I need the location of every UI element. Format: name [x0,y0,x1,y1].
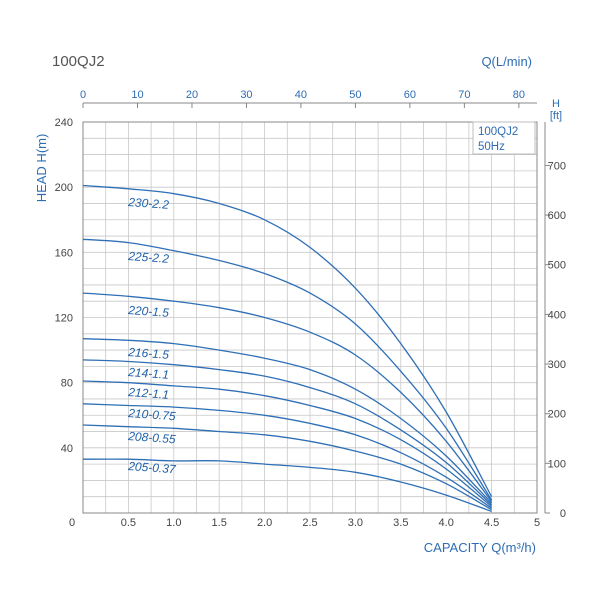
x-tick-label: 0.5 [121,517,136,529]
x2-tick-label: 60 [404,89,416,101]
x2-tick-label: 20 [186,89,198,101]
x-tick-label: 2.0 [257,517,272,529]
series-label: 212-1.1 [127,385,170,402]
y2-tick-label: 0 [560,508,566,520]
series-label: 216-1.5 [127,345,170,362]
left-axis-label: HEAD H(m) [34,134,49,203]
y-tick-label: 120 [55,313,73,325]
series-line-220-1.5 [82,292,493,502]
series-line-210-0.75 [82,403,492,509]
x2-tick-label: 80 [513,89,525,101]
series-line-216-1.5 [82,338,493,504]
x2-tick-label: 50 [349,89,361,101]
y2-tick-label: 700 [548,160,566,172]
series-label: 220-1.5 [127,303,170,320]
right-axis-label-unit: [ft] [550,110,562,122]
y-tick-label: 200 [55,182,73,194]
series-line-208-0.55 [82,424,492,511]
legend-frame [472,121,536,155]
series-line-230-2.2 [82,184,493,498]
y-tick-label: 240 [55,117,73,129]
y-tick-label: 160 [55,247,73,259]
y-tick-label: 80 [61,378,73,390]
y2-tick-label: 300 [548,359,566,371]
series-line-225-2.2 [82,238,493,501]
x2-tick-label: 10 [131,89,143,101]
y2-tick-label: 500 [548,260,566,272]
model-title: 100QJ2 [52,53,105,70]
x-tick-label: 4.5 [484,517,499,529]
series-label: 205-0.37 [127,459,178,476]
x-tick-label: 1.5 [212,517,227,529]
x-tick-label: 3.0 [348,517,363,529]
tick-labels: 0.5 1.0 1.5 2.0 2.5 3.0 3.5 4.0 4.5 5 40 80 120 160 20… [55,89,566,529]
series-label: 210-0.75 [127,406,177,423]
curve-labels: 230-2.2 225-2.2 220-1.5 216-1.5 214-1.1 212-1… [127,195,178,476]
x-tick-label: 2.5 [302,517,317,529]
series-line-212-1.1 [82,380,493,508]
legend-model: 100QJ2 [478,126,518,138]
legend-frequency: 50Hz [478,141,505,153]
plot-frame [82,121,538,514]
legend-box: 100QJ2 50Hz [472,121,536,155]
x2-tick-label: 0 [80,89,86,101]
x2-tick-label: 30 [240,89,252,101]
x-tick-label: 3.5 [393,517,408,529]
series-label: 214-1.1 [127,365,170,382]
x2-tick-label: 40 [295,89,307,101]
top-axis-label: Q(L/min) [481,54,532,69]
y2-tick-label: 100 [548,458,566,470]
series-line-205-0.37 [82,458,492,513]
axes [82,102,546,514]
grid [83,122,537,513]
origin-label: 0 [69,517,75,529]
series-label: 230-2.2 [127,195,170,212]
series-lines [82,184,493,513]
bottom-axis-label: CAPACITY Q(m³/h) [424,540,536,555]
y2-tick-label: 600 [548,210,566,222]
x2-tick-label: 70 [458,89,470,101]
series-line-214-1.1 [82,359,493,506]
x-tick-label: 1.0 [166,517,181,529]
x-tick-label: 5 [534,517,540,529]
y2-tick-label: 400 [548,309,566,321]
y-tick-label: 40 [61,443,73,455]
x-tick-label: 4.0 [439,517,454,529]
y2-tick-label: 200 [548,409,566,421]
right-axis-label-h: H [552,98,560,110]
series-label: 208-0.55 [127,429,177,446]
series-label: 225-2.2 [127,249,170,266]
